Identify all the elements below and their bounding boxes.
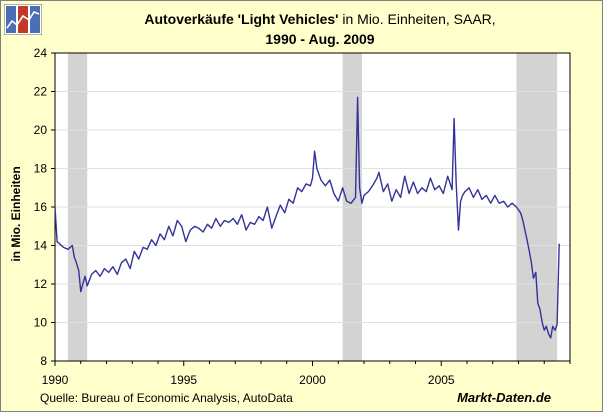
market-chart-logo-icon — [3, 3, 43, 36]
y-tick-label: 18 — [34, 162, 48, 176]
chart-subtitle: 1990 - Aug. 2009 — [265, 31, 375, 47]
y-tick-label: 10 — [34, 316, 48, 330]
x-tick-label: 1990 — [42, 373, 69, 387]
x-tick-label: 2000 — [299, 373, 326, 387]
y-tick-label: 8 — [40, 354, 47, 368]
brand-label: Markt-Daten.de — [457, 390, 551, 405]
y-tick-label: 12 — [34, 277, 48, 291]
y-tick-label: 22 — [34, 85, 48, 99]
chart-title-bold: Autoverkäufe 'Light Vehicles' — [144, 11, 339, 27]
x-tick-label: 2005 — [428, 373, 455, 387]
y-tick-label: 14 — [34, 239, 48, 253]
source-note: Quelle: Bureau of Economic Analysis, Aut… — [40, 391, 293, 405]
x-tick-label: 1995 — [170, 373, 197, 387]
y-tick-label: 20 — [34, 123, 48, 137]
y-tick-label: 24 — [34, 46, 48, 60]
series-line — [54, 96, 560, 339]
y-tick-label: 16 — [34, 200, 48, 214]
chart-title: Autoverkäufe 'Light Vehicles' in Mio. Ei… — [60, 11, 580, 27]
chart-title-rest: in Mio. Einheiten, SAAR, — [338, 11, 496, 27]
